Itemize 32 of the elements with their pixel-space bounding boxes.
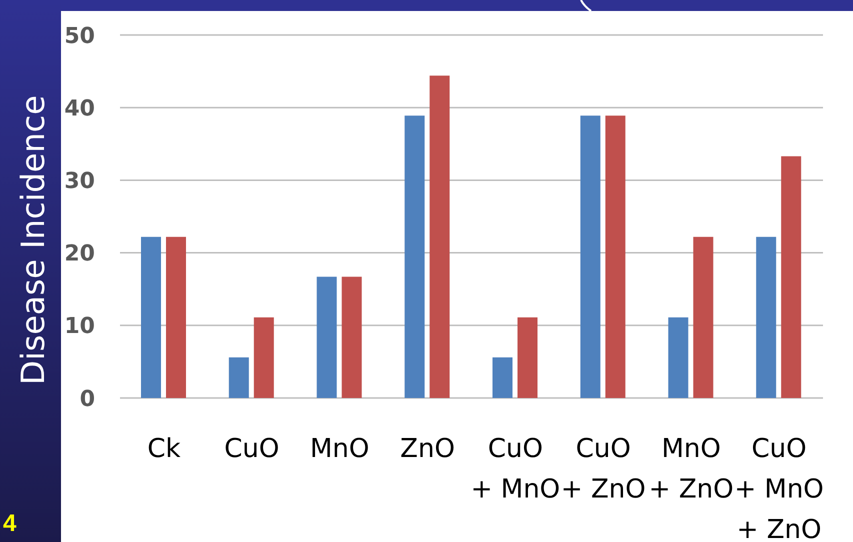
x-tick-label: Ck bbox=[147, 434, 181, 464]
bar bbox=[316, 276, 337, 398]
y-tick-label: 20 bbox=[64, 242, 95, 267]
bar bbox=[668, 317, 688, 398]
bar bbox=[781, 156, 802, 398]
bar bbox=[404, 116, 425, 398]
x-tick-label: MnO + ZnO bbox=[648, 434, 734, 504]
bar bbox=[254, 317, 274, 398]
y-tick-label: 40 bbox=[64, 96, 95, 122]
y-tick-label: 10 bbox=[64, 314, 95, 340]
bar bbox=[141, 236, 161, 398]
bar bbox=[430, 76, 450, 398]
y-tick-label: 0 bbox=[80, 386, 95, 412]
x-tick-label: CuO bbox=[224, 434, 280, 464]
bar bbox=[518, 317, 538, 398]
x-tick-label: MnO bbox=[310, 434, 370, 464]
bar bbox=[228, 357, 249, 398]
text: 4 bbox=[3, 510, 16, 537]
bar bbox=[605, 116, 626, 398]
x-tick-label: CuO + ZnO bbox=[560, 434, 646, 504]
y-axis-title: Disease Incidence bbox=[14, 95, 52, 385]
y-tick-label: 50 bbox=[64, 24, 95, 49]
bar bbox=[693, 236, 714, 398]
x-tick-label: CuO + MnO bbox=[470, 434, 560, 504]
bar bbox=[166, 236, 186, 398]
bar bbox=[342, 276, 362, 398]
y-tick-label: 30 bbox=[64, 169, 95, 194]
x-tick-label: CuO + MnO + ZnO bbox=[734, 434, 824, 542]
bar bbox=[580, 116, 600, 398]
bar bbox=[756, 236, 776, 398]
bar bbox=[492, 357, 512, 398]
x-tick-label: ZnO bbox=[400, 434, 455, 464]
